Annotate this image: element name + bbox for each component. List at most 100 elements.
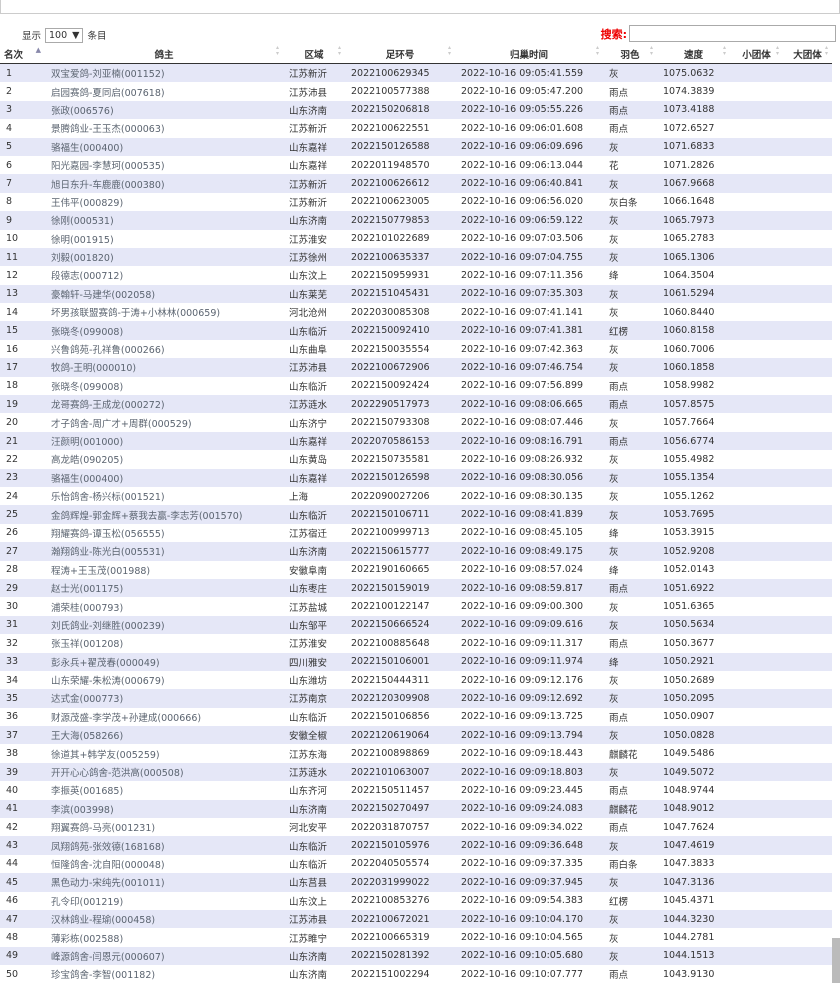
column-header[interactable]: 区域	[283, 44, 345, 64]
table-cell: 2022-10-16 09:09:37.945	[455, 873, 603, 892]
table-cell: 2022-10-16 09:09:12.692	[455, 689, 603, 708]
table-cell: 2022-10-16 09:07:46.754	[455, 358, 603, 377]
table-cell: 1057.7664	[663, 417, 715, 429]
table-cell	[730, 799, 783, 819]
table-cell: 绛	[603, 652, 657, 671]
table-cell: 王大海(058266)	[45, 726, 283, 745]
table-cell: 13	[0, 284, 45, 304]
table-cell: 2022030085308	[351, 306, 430, 318]
table-cell: 2022-10-16 09:08:30.135	[461, 490, 584, 502]
table-row: 37 王大海(058266) 安徽全椒 2022120619064 2022-10-16…	[0, 726, 832, 745]
table-cell: 山东曲阜	[289, 345, 328, 357]
table-cell: 1044.3230	[657, 909, 730, 929]
table-cell: 39	[0, 762, 45, 782]
table-row: 5 骆福生(000400) 山东嘉祥 2022150126588 2022-10-16 …	[0, 137, 832, 156]
column-header[interactable]: 小团体	[730, 44, 783, 64]
scrollbar-thumb[interactable]	[832, 938, 840, 983]
table-cell: 22	[6, 453, 19, 465]
table-cell: 1050.5634	[657, 615, 730, 635]
table-row: 49 峰源鸽舍-闫恩元(000607) 山东济南 2022150281392 2022-…	[0, 946, 832, 966]
table-cell: 9	[0, 211, 45, 230]
table-cell	[730, 781, 783, 799]
table-cell: 16	[6, 343, 19, 355]
table-cell	[730, 762, 783, 782]
table-cell	[730, 818, 783, 836]
table-cell: 灰	[603, 909, 657, 929]
table-cell: 1048.9012	[657, 799, 730, 819]
table-cell: 2022-10-16 09:09:23.445	[461, 784, 584, 796]
table-cell: 山东汶上	[289, 271, 328, 283]
table-cell: 灰	[603, 762, 657, 782]
table-row: 3 张政(006576) 山东济南 2022150206818 2022-10-16 0…	[0, 100, 832, 120]
table-cell: 2022100672021	[345, 909, 455, 929]
table-cell: 1050.2095	[657, 689, 730, 708]
table-cell: 1043.9130	[663, 968, 715, 980]
table-cell: 徐明(001915)	[51, 234, 114, 246]
table-cell: 山东齐河	[289, 786, 328, 798]
column-header[interactable]: 足环号	[345, 44, 455, 64]
table-cell: 红楞	[609, 896, 629, 908]
table-cell: 2022150106001	[345, 652, 455, 671]
table-row: 11 刘毅(001820) 江苏徐州 2022100635337 2022-10-16 …	[0, 247, 832, 267]
column-header[interactable]: 鸽主	[45, 44, 283, 64]
table-cell	[783, 82, 832, 100]
table-cell	[730, 836, 783, 855]
table-cell: 37	[0, 726, 45, 745]
table-row: 10 徐明(001915) 江苏淮安 2022101022689 2022-10-16 …	[0, 230, 832, 248]
table-cell: 1065.7973	[657, 211, 730, 230]
table-cell: 2022-10-16 09:09:13.725	[461, 711, 584, 723]
table-cell: 牧鸽-王明(000010)	[45, 358, 283, 377]
table-cell: 2022100672906	[345, 358, 455, 377]
table-cell: 2022-10-16 09:09:11.974	[455, 652, 603, 671]
table-cell	[730, 358, 783, 377]
table-cell: 2022-10-16 09:06:09.696	[455, 137, 603, 156]
column-header[interactable]: 归巢时间	[455, 44, 603, 64]
table-cell: 山东荣耀-朱松涛(000679)	[51, 676, 165, 688]
table-cell: 灰	[603, 468, 657, 487]
table-cell: 山东黄岛	[289, 455, 328, 467]
table-cell: 2022031870757	[351, 821, 430, 833]
table-cell	[783, 909, 832, 929]
table-row: 16 兴鲁鸽苑-孔祥鲁(000266) 山东曲阜 2022150035554 2022-…	[0, 340, 832, 358]
table-cell: 浦荣桂(000793)	[51, 602, 124, 614]
table-row: 8 王伟平(000829) 江苏新沂 2022100623005 2022-10-16 …	[0, 193, 832, 211]
table-cell: 山东临沂	[283, 836, 345, 855]
table-cell: 31	[0, 615, 45, 635]
table-cell: 山东济南	[283, 946, 345, 966]
show-label: 显示	[22, 31, 42, 42]
table-cell: 灰	[603, 836, 657, 855]
column-header[interactable]: 羽色	[603, 44, 657, 64]
table-cell: 2022-10-16 09:10:07.777	[461, 968, 584, 980]
table-cell: 龙哥赛鸽-王成龙(000272)	[45, 395, 283, 414]
table-cell: 四川雅安	[283, 652, 345, 671]
table-cell: 2022090027206	[351, 490, 430, 502]
table-cell: 1049.5486	[663, 748, 715, 760]
table-cell	[730, 578, 783, 598]
page-size-select[interactable]: 100 ▼	[45, 27, 84, 43]
table-cell	[783, 119, 832, 137]
table-cell: 17	[0, 358, 45, 377]
search-input[interactable]	[629, 25, 836, 42]
table-cell	[730, 266, 783, 284]
table-cell: 30	[6, 601, 19, 613]
table-cell: 3	[0, 100, 45, 120]
table-cell: 雨点	[603, 100, 657, 120]
table-cell: 珍宝鸽舍-李智(001182)	[51, 970, 156, 982]
table-cell: 阳光嘉园-李慧珂(000535)	[51, 161, 165, 173]
table-row: 4 景腾鸽业-王玉杰(000063) 江苏新沂 2022100622551 2022-1…	[0, 119, 832, 137]
table-cell: 江苏新沂	[283, 174, 345, 193]
table-row: 22 高龙皓(090205) 山东黄岛 2022150735581 2022-10-16…	[0, 450, 832, 468]
table-cell: 江苏淮安	[289, 639, 328, 651]
table-cell: 29	[0, 578, 45, 598]
table-cell	[783, 946, 832, 966]
table-cell: 2022-10-16 09:08:07.446	[461, 417, 584, 429]
table-cell	[730, 671, 783, 689]
table-cell: 河北沧州	[289, 308, 328, 320]
table-cell: 坏男孩联盟赛鸽-于涛+小林林(000659)	[51, 308, 221, 320]
table-cell: 赵士光(001175)	[45, 578, 283, 598]
column-header[interactable]: 速度	[657, 44, 730, 64]
table-cell: 1050.3677	[663, 637, 715, 649]
column-header[interactable]: 名次	[0, 44, 45, 64]
column-header[interactable]: 大团体	[783, 44, 832, 64]
table-cell: 2022-10-16 09:06:56.020	[461, 196, 584, 208]
